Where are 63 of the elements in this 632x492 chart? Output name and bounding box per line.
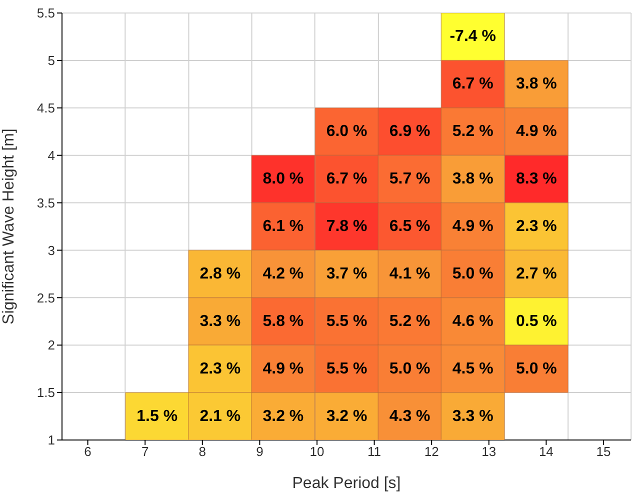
y-tick-label: 2 bbox=[48, 338, 55, 353]
data-label: 6.1 % bbox=[262, 218, 304, 235]
data-label: 2.3 % bbox=[516, 218, 557, 235]
y-tick-label: 3 bbox=[48, 242, 55, 258]
data-label: 3.8 % bbox=[516, 76, 557, 93]
y-tick-label: 1.5 bbox=[36, 385, 55, 400]
data-label: 5.2 % bbox=[389, 312, 430, 330]
data-label: 3.3 % bbox=[200, 312, 241, 330]
data-label: 5.5 % bbox=[326, 312, 368, 330]
x-tick-label: 15 bbox=[596, 444, 611, 460]
x-axis-title: Peak Period [s] bbox=[292, 475, 401, 492]
data-label: 6.0 % bbox=[326, 123, 368, 140]
data-label: 4.3 % bbox=[389, 408, 430, 425]
y-tick-label: 5 bbox=[48, 53, 55, 68]
data-label: 6.7 % bbox=[452, 76, 494, 93]
x-tick-label: 13 bbox=[482, 444, 496, 460]
data-label: 4.6 % bbox=[452, 312, 494, 330]
data-label: 6.5 % bbox=[389, 218, 430, 235]
data-label: 3.7 % bbox=[326, 265, 368, 282]
data-label: 4.5 % bbox=[452, 360, 494, 378]
data-label: 6.9 % bbox=[389, 123, 430, 140]
data-label: 5.0 % bbox=[452, 265, 494, 282]
x-tick-label: 6 bbox=[84, 444, 92, 460]
x-tick-label: 9 bbox=[256, 444, 264, 460]
data-label: 4.9 % bbox=[516, 123, 557, 140]
data-label: 4.1 % bbox=[389, 265, 430, 282]
data-label: 3.8 % bbox=[452, 170, 494, 188]
data-label: 3.3 % bbox=[452, 408, 494, 425]
data-label: 5.7 % bbox=[389, 170, 430, 188]
data-label: 7.8 % bbox=[326, 218, 368, 235]
data-label: 6.7 % bbox=[326, 170, 368, 188]
data-label: 2.1 % bbox=[200, 408, 241, 425]
data-label: 4.9 % bbox=[452, 218, 494, 235]
x-tick-label: 14 bbox=[538, 444, 554, 460]
data-label: 4.9 % bbox=[262, 360, 304, 378]
x-tick-label: 8 bbox=[198, 444, 206, 460]
y-axis-title: Significant Wave Height [m] bbox=[0, 128, 18, 324]
data-label: 3.2 % bbox=[262, 408, 304, 425]
data-label: 8.3 % bbox=[516, 170, 557, 188]
x-tick-label: 12 bbox=[424, 444, 439, 460]
y-tick-label: 4 bbox=[48, 148, 55, 163]
data-label: 4.2 % bbox=[262, 265, 304, 282]
y-tick-label: 4.5 bbox=[36, 100, 55, 116]
y-tick-label: 5.5 bbox=[36, 6, 55, 21]
data-label: 1.5 % bbox=[136, 408, 178, 425]
x-tick-label: 10 bbox=[310, 444, 324, 460]
y-tick-label: 2.5 bbox=[36, 290, 55, 306]
x-tick-label: 7 bbox=[141, 444, 149, 460]
data-label: 8.0 % bbox=[262, 170, 304, 188]
data-label: 0.5 % bbox=[516, 312, 557, 330]
data-label: 5.5 % bbox=[326, 360, 368, 378]
data-label: 5.2 % bbox=[452, 123, 494, 140]
data-label: 2.7 % bbox=[516, 265, 557, 282]
data-label: 5.0 % bbox=[516, 360, 557, 378]
y-tick-label: 3.5 bbox=[36, 195, 55, 210]
data-label: 5.8 % bbox=[262, 312, 304, 330]
data-label: 5.0 % bbox=[389, 360, 430, 378]
y-tick-label: 1 bbox=[48, 432, 55, 448]
data-label: -7.4 % bbox=[450, 28, 496, 46]
data-label: 2.3 % bbox=[200, 360, 241, 378]
x-tick-label: 11 bbox=[368, 444, 382, 460]
data-label: 3.2 % bbox=[326, 408, 368, 425]
data-label: 2.8 % bbox=[200, 265, 241, 282]
